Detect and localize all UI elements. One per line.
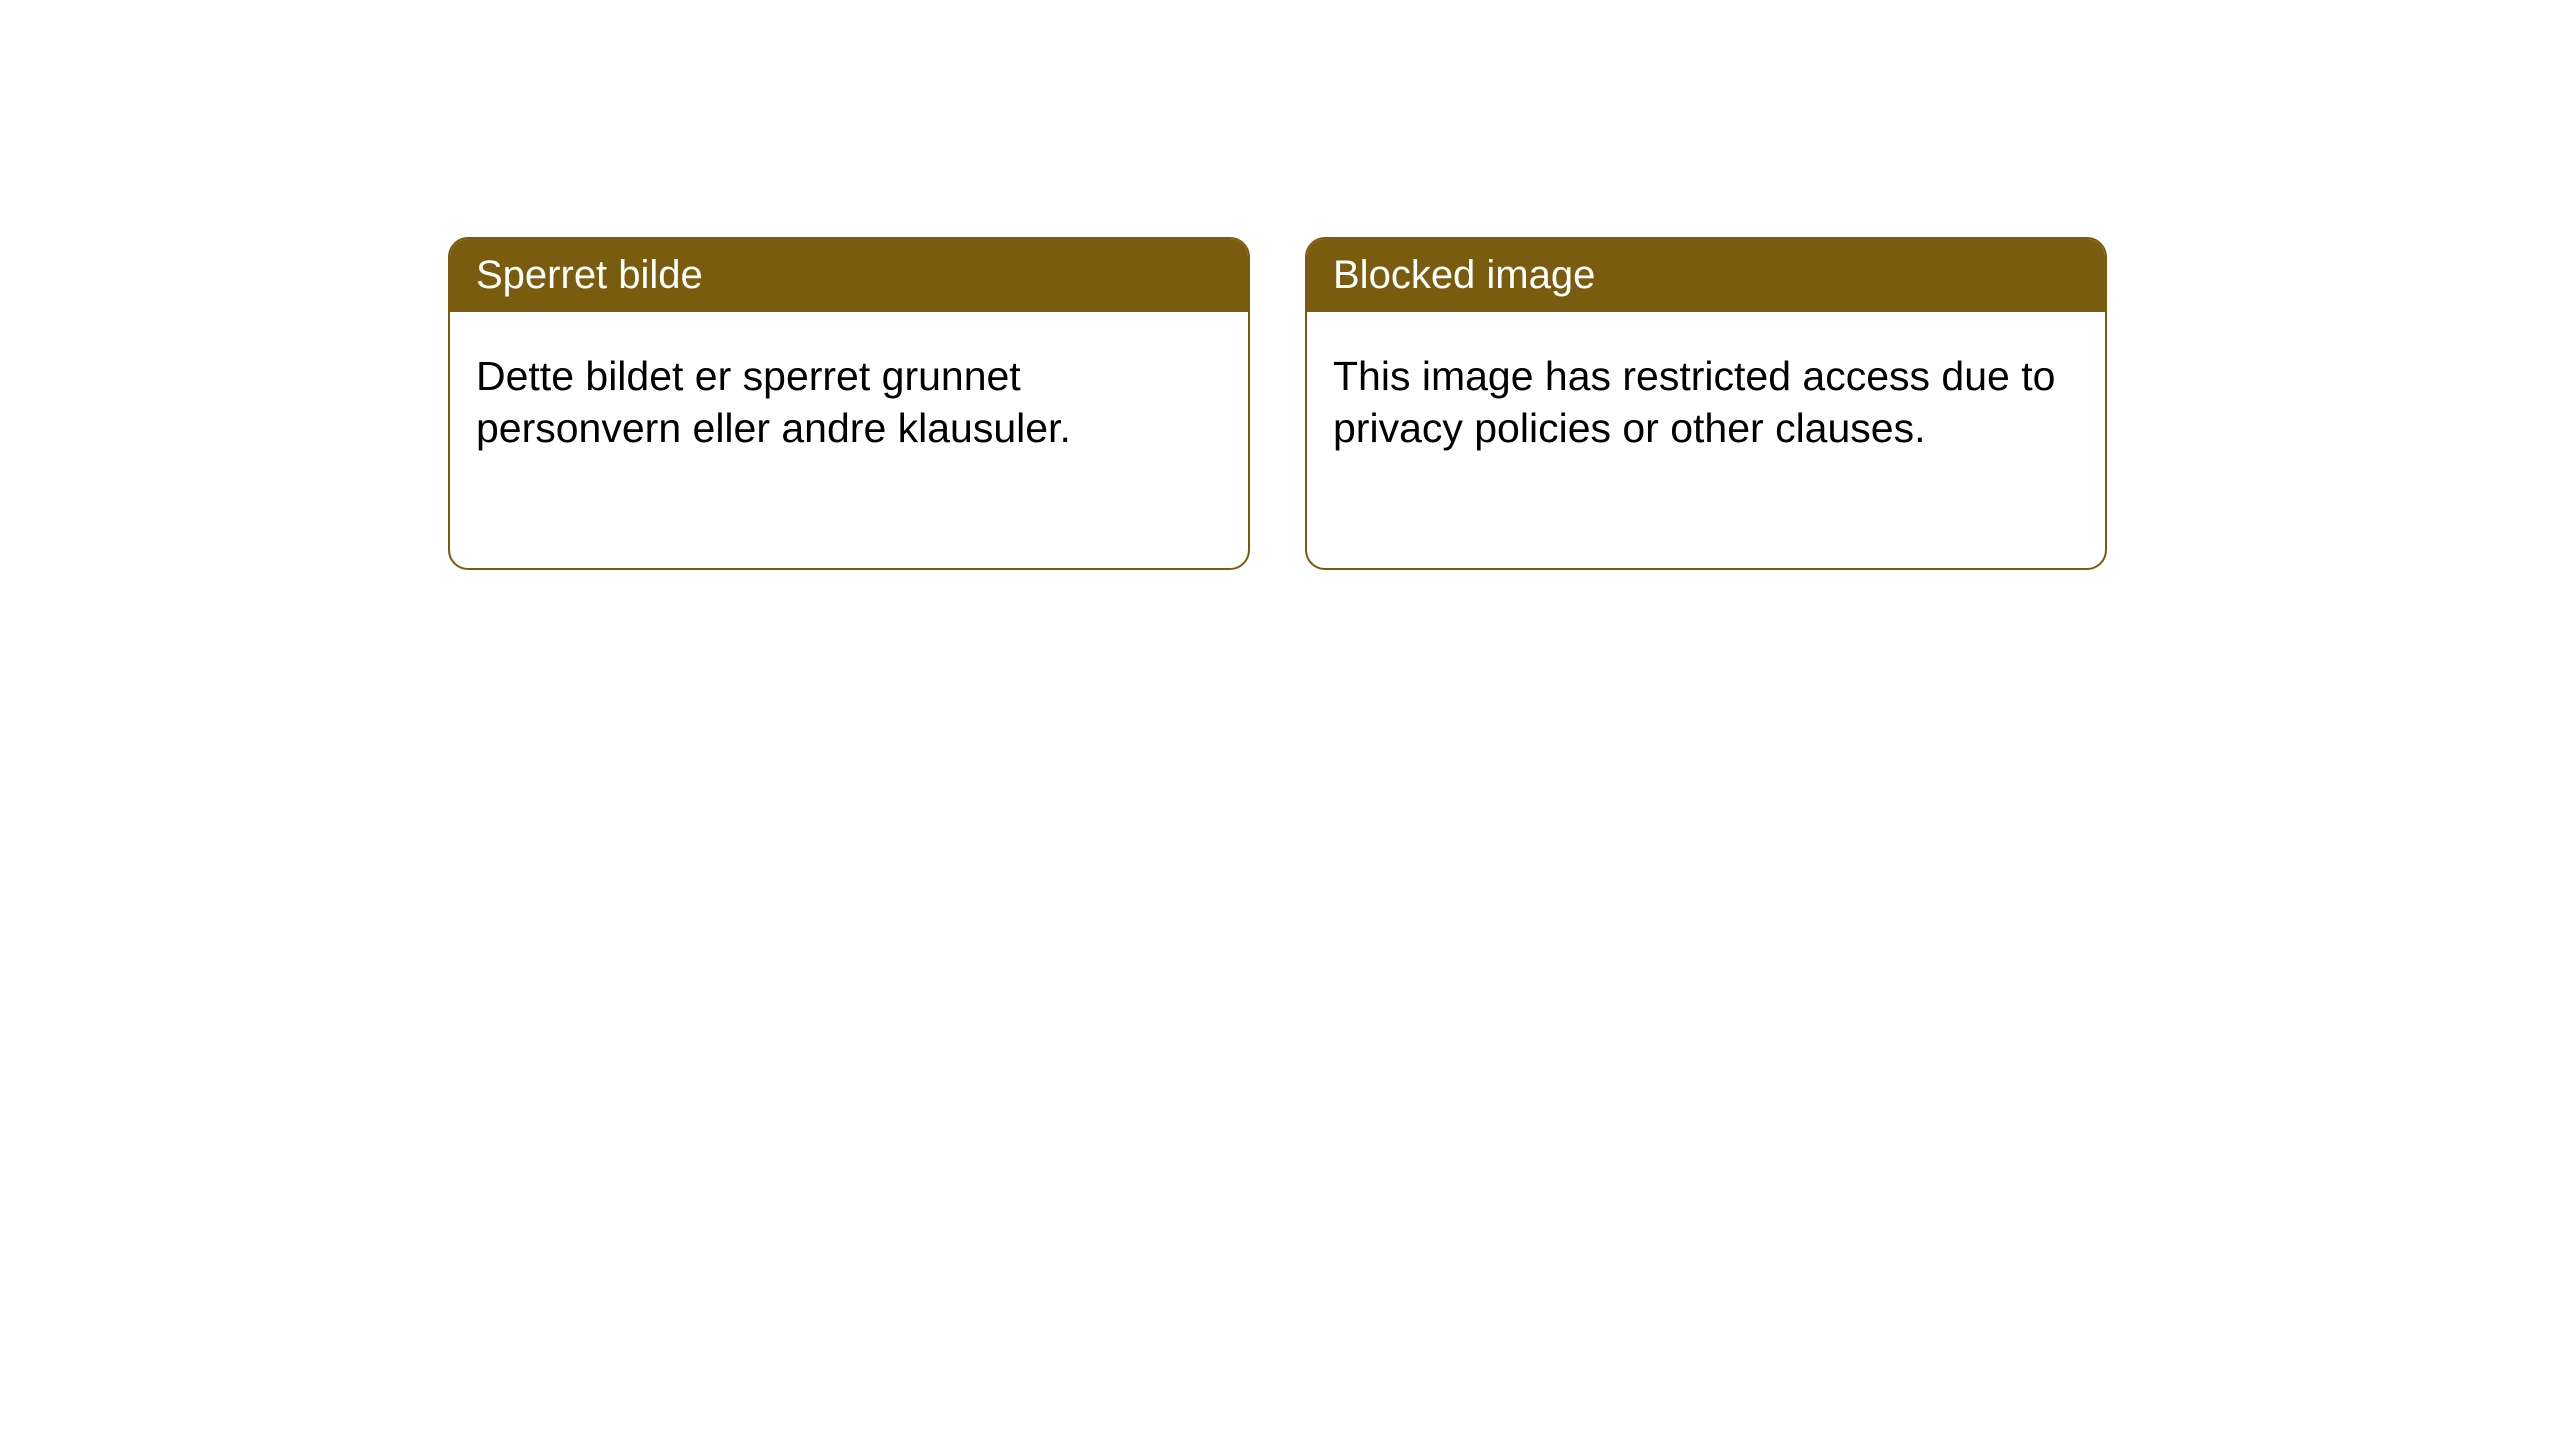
card-title: Blocked image [1333, 253, 1595, 297]
card-body: This image has restricted access due to … [1307, 312, 2105, 493]
card-header: Sperret bilde [450, 239, 1248, 312]
card-header: Blocked image [1307, 239, 2105, 312]
card-title: Sperret bilde [476, 253, 703, 297]
blocked-image-card-norwegian: Sperret bilde Dette bildet er sperret gr… [448, 237, 1250, 570]
card-body: Dette bildet er sperret grunnet personve… [450, 312, 1248, 493]
blocked-image-panels: Sperret bilde Dette bildet er sperret gr… [448, 237, 2560, 570]
card-message: Dette bildet er sperret grunnet personve… [476, 353, 1071, 451]
blocked-image-card-english: Blocked image This image has restricted … [1305, 237, 2107, 570]
card-message: This image has restricted access due to … [1333, 353, 2055, 451]
